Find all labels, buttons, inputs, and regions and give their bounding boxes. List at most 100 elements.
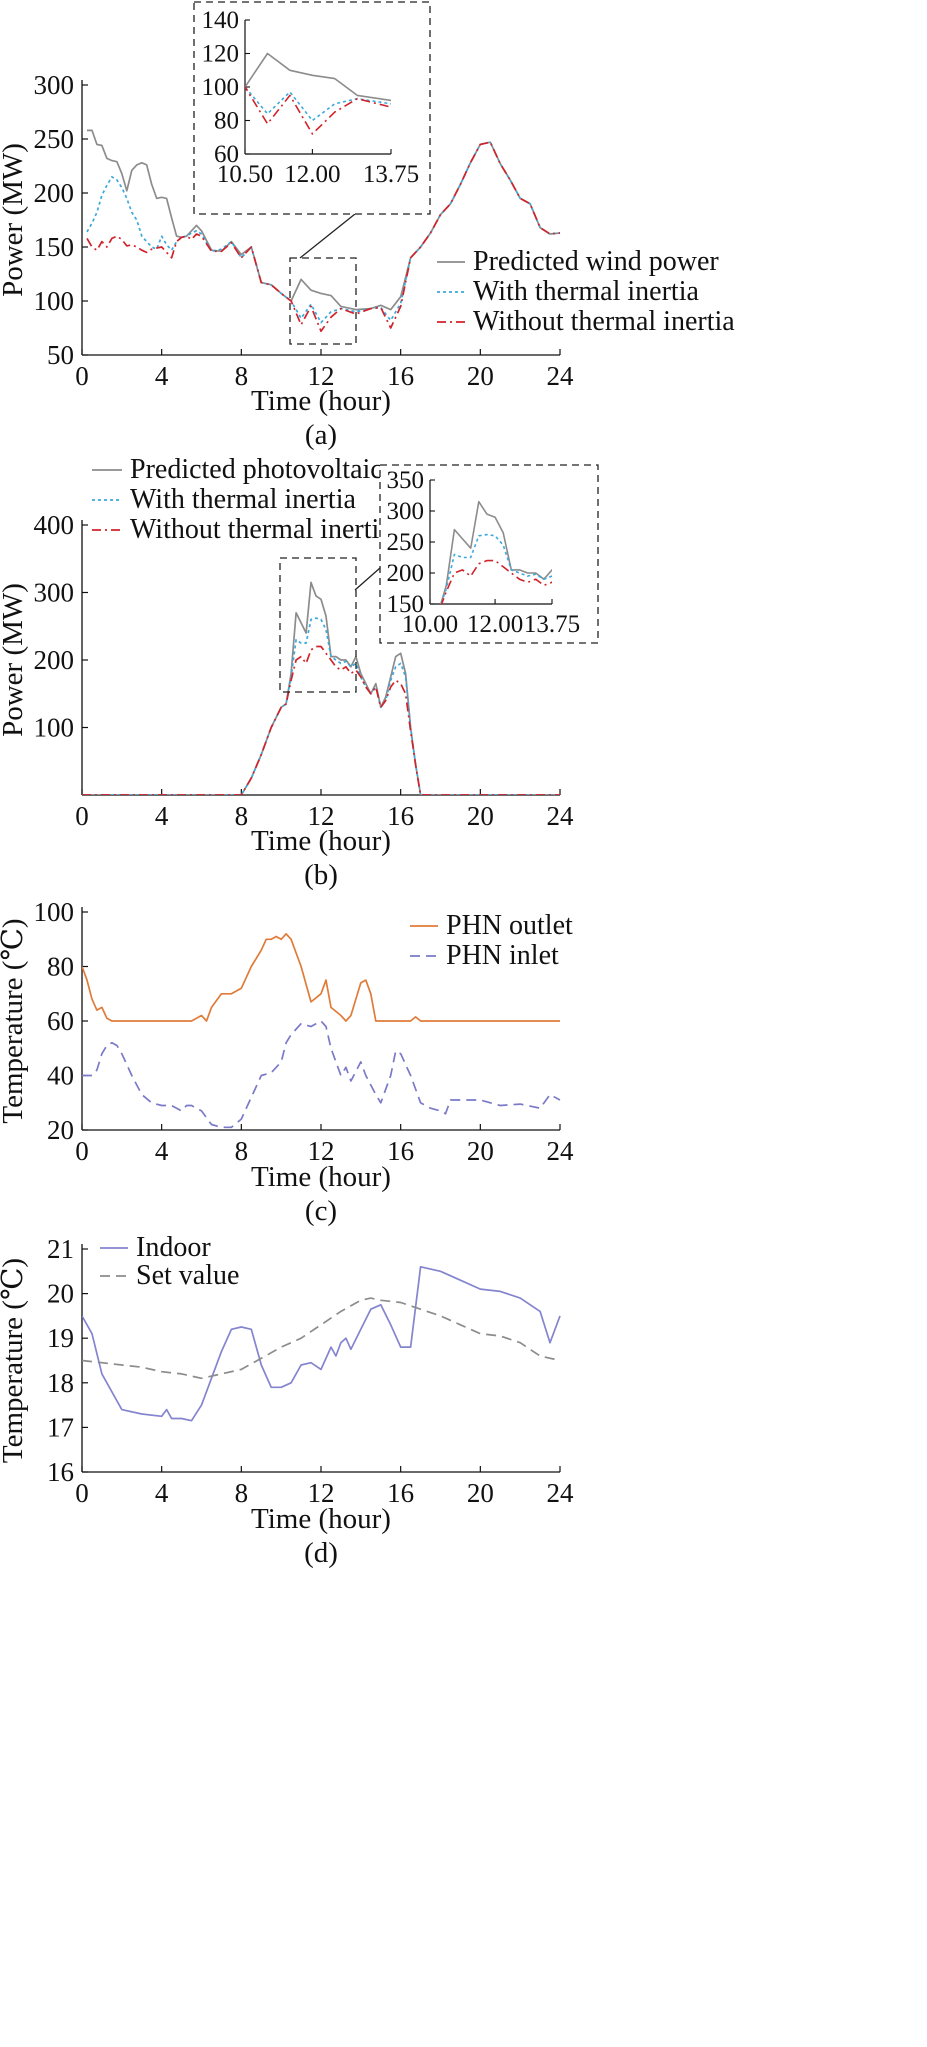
panel-d-y-tick-label: 18: [47, 1368, 74, 1398]
panel-a-inset-y-tick-label: 100: [202, 74, 240, 101]
panel-b-inset-y-tick-label: 200: [387, 560, 425, 587]
panel-b-x-tick-label: 12: [308, 801, 335, 831]
panel-b-x-tick-label: 16: [387, 801, 414, 831]
panel-a-x-tick-label: 12: [308, 361, 335, 391]
panel-a: 0 4 8 12 16 20 24 50 100 150 200 250 300 Time (hour) P…: [0, 1, 735, 451]
panel-a-inset-y-tick-label: 120: [202, 41, 240, 68]
panel-c-x-tick-label: 16: [387, 1136, 414, 1166]
panel-d-x-tick-label: 8: [235, 1478, 249, 1508]
panel-d-x-tick-label: 20: [467, 1478, 494, 1508]
panel-a-x-axis-label: Time (hour): [251, 385, 391, 417]
panel-c-x-tick-label: 24: [547, 1136, 575, 1166]
panel-b-inset-y-tick-label: 250: [387, 529, 425, 556]
panel-b-inset-y-tick-label: 150: [387, 591, 425, 618]
panel-a-legend-label-1: Predicted wind power: [473, 246, 719, 277]
panel-b-y-tick-label: 400: [34, 510, 75, 540]
panel-d-y-tick-label: 21: [47, 1234, 74, 1264]
panel-d-x-tick-label: 12: [308, 1478, 335, 1508]
panel-c-y-tick-label: 100: [34, 897, 75, 927]
panel-d-legend-label-2: Set value: [136, 1260, 239, 1291]
panel-b-series-2-line: [82, 617, 560, 795]
panel-b-y-axis-label: Power (MW): [0, 583, 29, 737]
panel-b-inset-x-tick-label: 12.00: [467, 611, 523, 638]
panel-d-y-tick-label: 17: [47, 1412, 74, 1442]
panel-a-legend-label-3: Without thermal inertia: [473, 306, 735, 337]
panel-a-inset-y-tick-label: 80: [214, 108, 239, 135]
panel-a-inset-x-tick-label: 13.75: [363, 161, 419, 188]
panel-d-y-tick-label: 20: [47, 1279, 74, 1309]
panel-c-y-tick-label: 20: [47, 1115, 74, 1145]
panel-c-x-tick-label: 4: [155, 1136, 169, 1166]
panel-d-x-tick-label: 24: [547, 1478, 575, 1508]
panel-a-inset-x-tick-label: 12.00: [284, 161, 340, 188]
panel-a-y-tick-label: 200: [34, 178, 75, 208]
panel-b-inset: 10.00 12.00 13.75 150 200 250 300 350: [387, 467, 581, 638]
panel-b-panel-label: (b): [304, 859, 338, 891]
panel-d: 0 4 8 12 16 20 24 16 17 18 19 20 21 Time (hour) Temper…: [0, 1232, 574, 1569]
panel-a-inset-frame: [193, 1, 431, 215]
panel-b-legend-label-3: Without thermal inertia: [130, 514, 392, 545]
panel-a-y-tick-label: 150: [34, 232, 75, 262]
panel-a-y-tick-label: 50: [47, 340, 74, 370]
panel-a-x-tick-label: 20: [467, 361, 494, 391]
panel-c-legend-label-1: PHN outlet: [446, 910, 573, 941]
panel-d-y-tick-label: 19: [47, 1323, 74, 1353]
panel-b-inset-x-tick-label: 13.75: [524, 611, 580, 638]
panel-a-series-3-line: [86, 141, 561, 333]
panel-a-inset-y-tick-label: 140: [202, 7, 240, 34]
panel-b-x-axis-label: Time (hour): [251, 825, 391, 857]
panel-b-inset-series-1-line: [439, 500, 552, 604]
panel-b-series-3-line: [82, 645, 560, 795]
panel-c-y-axis-label: Temperature (℃): [0, 918, 29, 1123]
panel-a-x-tick-label: 8: [235, 361, 249, 391]
panel-b-x-tick-label: 24: [547, 801, 575, 831]
panel-b-zoom-region: [279, 557, 357, 693]
panel-a-x-tick-label: 24: [547, 361, 575, 391]
panel-d-series-1-line: [82, 1265, 561, 1422]
panel-a-x-tick-label: 0: [75, 361, 89, 391]
panel-b-inset-y-tick-label: 350: [387, 467, 425, 494]
panel-a-x-tick-label: 4: [155, 361, 169, 391]
panel-c-y-tick-label: 40: [47, 1061, 74, 1091]
panel-b-y-tick-label: 300: [34, 578, 75, 608]
panel-a-y-axis-label: Power (MW): [0, 143, 29, 297]
panel-b-x-tick-label: 8: [235, 801, 249, 831]
panel-c-panel-label: (c): [305, 1195, 337, 1227]
panel-c-legend-label-2: PHN inlet: [446, 940, 559, 971]
panel-b-y-tick-label: 200: [34, 645, 75, 675]
panel-c-x-tick-label: 0: [75, 1136, 89, 1166]
panel-a-panel-label: (a): [305, 419, 337, 451]
panel-b-inset-x-tick-label: 10.00: [402, 611, 458, 638]
panel-d-legend-label-1: Indoor: [136, 1232, 211, 1263]
panel-c-x-tick-label: 20: [467, 1136, 494, 1166]
panel-c-series-1-line: [82, 932, 560, 1022]
panel-d-x-axis-label: Time (hour): [251, 1503, 391, 1535]
panel-b-inset-y-tick-label: 300: [387, 498, 425, 525]
panel-c-x-axis-label: Time (hour): [251, 1161, 391, 1193]
panel-b: 0 4 8 12 16 20 24 100 200 300 400 Time (hour) Power …: [0, 454, 599, 891]
panel-b-x-tick-label: 4: [155, 801, 169, 831]
panel-c-series-2-line: [82, 1020, 561, 1129]
panel-a-inset-y-tick-label: 60: [214, 141, 239, 168]
panel-d-y-tick-label: 16: [47, 1457, 74, 1487]
panel-d-series-2-line: [82, 1297, 561, 1380]
panel-d-x-tick-label: 16: [387, 1478, 414, 1508]
panel-c-x-tick-label: 12: [308, 1136, 335, 1166]
panel-a-y-tick-label: 100: [34, 286, 75, 316]
panel-c: 0 4 8 12 16 20 24 20 40 60 80 100 Time (hour) Tempera…: [0, 897, 574, 1227]
panel-b-legend-label-1: Predicted photovoltaic: [130, 454, 383, 485]
panel-b-x-tick-label: 0: [75, 801, 89, 831]
panel-d-x-tick-label: 0: [75, 1478, 89, 1508]
panel-b-inset-frame: [379, 464, 599, 644]
panel-b-x-tick-label: 20: [467, 801, 494, 831]
panel-c-y-tick-label: 60: [47, 1006, 74, 1036]
panel-b-legend-label-2: With thermal inertia: [130, 484, 356, 515]
panel-a-legend-label-2: With thermal inertia: [473, 276, 699, 307]
panel-a-y-tick-label: 250: [34, 124, 75, 154]
panel-b-zoom-connector: [354, 567, 381, 591]
panel-d-panel-label: (d): [304, 1537, 338, 1569]
panel-a-zoom-connector: [299, 213, 356, 259]
panel-a-y-tick-label: 300: [34, 70, 75, 100]
panel-a-inset: 10.50 12.00 13.75 60 80 100 120 140: [202, 7, 420, 188]
